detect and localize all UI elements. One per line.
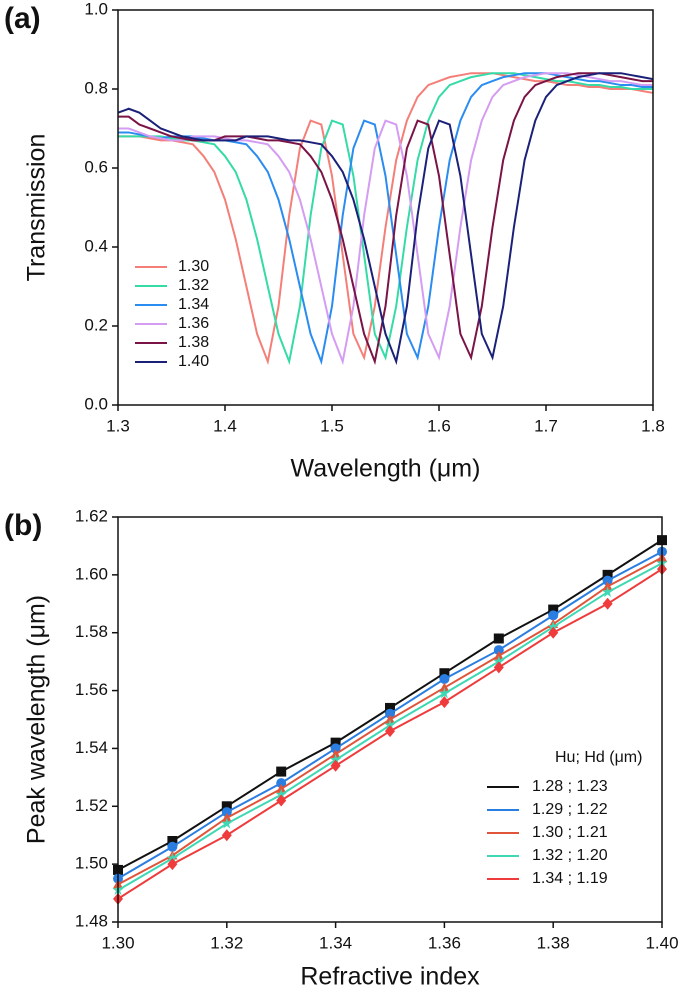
legend-label: 1.34 ; 1.19 bbox=[532, 870, 608, 887]
marker bbox=[439, 668, 450, 679]
y-tick-label: 1.56 bbox=[75, 680, 108, 699]
y-tick-label: 0.4 bbox=[84, 236, 108, 255]
y-tick-label: 0.2 bbox=[84, 315, 108, 334]
marker bbox=[221, 817, 233, 829]
marker bbox=[385, 708, 395, 719]
x-tick-label: 1.40 bbox=[645, 933, 678, 952]
marker bbox=[167, 858, 178, 871]
plot-frame bbox=[117, 9, 654, 406]
legend-label: 1.30 ; 1.21 bbox=[532, 824, 608, 841]
marker bbox=[167, 841, 178, 852]
marker bbox=[276, 766, 287, 777]
marker bbox=[548, 626, 559, 639]
marker bbox=[548, 604, 559, 615]
legend-label: 1.32 ; 1.20 bbox=[532, 847, 608, 864]
legend-label: 1.28 ; 1.23 bbox=[532, 778, 608, 795]
series-line bbox=[118, 72, 654, 366]
x-tick-label: 1.36 bbox=[428, 933, 461, 952]
x-tick-label: 1.6 bbox=[427, 416, 451, 435]
marker bbox=[167, 836, 178, 846]
x-tick-label: 1.34 bbox=[319, 933, 352, 952]
x-tick-label: 1.32 bbox=[210, 933, 243, 952]
marker bbox=[493, 650, 504, 660]
marker bbox=[276, 783, 287, 793]
y-tick-label: 0.0 bbox=[84, 394, 108, 413]
y-tick-label: 1.50 bbox=[75, 854, 108, 873]
legend-label: 1.34 bbox=[178, 296, 209, 313]
y-tick-label: 1.0 bbox=[84, 0, 108, 18]
marker bbox=[384, 719, 396, 731]
marker bbox=[275, 788, 287, 800]
y-tick-label: 1.48 bbox=[75, 911, 108, 930]
marker bbox=[493, 633, 504, 644]
marker bbox=[601, 586, 614, 598]
plot-frame bbox=[117, 516, 663, 923]
marker bbox=[439, 682, 450, 692]
x-tick-label: 1.30 bbox=[101, 933, 134, 952]
y-axis-label: Transmission bbox=[23, 134, 51, 282]
marker bbox=[276, 778, 287, 789]
y-tick-label: 1.54 bbox=[75, 738, 108, 757]
marker bbox=[221, 807, 232, 818]
legend-label: 1.40 bbox=[178, 353, 209, 370]
series-line bbox=[118, 72, 653, 366]
marker bbox=[166, 852, 179, 864]
marker bbox=[385, 714, 395, 724]
marker bbox=[602, 597, 613, 610]
legend-label: 1.38 bbox=[178, 334, 209, 351]
marker bbox=[385, 702, 395, 713]
y-tick-label: 1.58 bbox=[75, 622, 108, 641]
x-tick-label: 1.3 bbox=[106, 416, 130, 435]
marker bbox=[330, 759, 341, 772]
panel-label: (a) bbox=[4, 2, 41, 35]
marker bbox=[329, 754, 342, 765]
x-tick-label: 1.8 bbox=[641, 416, 665, 435]
y-axis-label: Peak wavelength (μm) bbox=[23, 595, 51, 844]
legend-label: 1.29 ; 1.22 bbox=[532, 801, 608, 818]
marker bbox=[548, 610, 559, 621]
marker bbox=[602, 575, 613, 586]
x-tick-label: 1.7 bbox=[534, 416, 558, 435]
y-tick-label: 1.62 bbox=[75, 506, 108, 525]
y-tick-label: 1.52 bbox=[75, 796, 108, 815]
marker bbox=[438, 687, 451, 699]
y-tick-label: 0.6 bbox=[84, 157, 108, 176]
marker bbox=[602, 581, 613, 591]
marker bbox=[330, 749, 341, 759]
marker bbox=[493, 661, 504, 674]
legend-title: Hu; Hd (μm) bbox=[555, 749, 642, 766]
marker bbox=[602, 569, 613, 580]
marker bbox=[276, 794, 287, 807]
legend-label: 1.32 bbox=[178, 277, 209, 294]
marker bbox=[385, 725, 395, 738]
series-line bbox=[117, 72, 654, 366]
x-axis-label: Wavelength (μm) bbox=[291, 455, 481, 483]
x-tick-label: 1.4 bbox=[213, 416, 237, 435]
marker bbox=[330, 737, 341, 748]
legend-label: 1.30 bbox=[178, 258, 209, 275]
marker bbox=[221, 829, 232, 842]
x-tick-label: 1.38 bbox=[537, 933, 570, 952]
marker bbox=[221, 801, 232, 812]
marker bbox=[330, 743, 341, 754]
marker bbox=[221, 812, 232, 822]
marker bbox=[439, 696, 450, 709]
y-tick-label: 0.8 bbox=[84, 78, 108, 97]
series-line bbox=[118, 72, 653, 366]
legend-label: 1.36 bbox=[178, 315, 209, 332]
panel-label: (b) bbox=[4, 509, 42, 542]
marker bbox=[493, 645, 504, 656]
x-tick-label: 1.5 bbox=[320, 416, 344, 435]
marker bbox=[547, 620, 559, 632]
marker bbox=[493, 655, 505, 667]
x-axis-label: Refractive index bbox=[300, 963, 480, 991]
marker bbox=[439, 674, 450, 684]
y-tick-label: 1.60 bbox=[75, 564, 108, 583]
